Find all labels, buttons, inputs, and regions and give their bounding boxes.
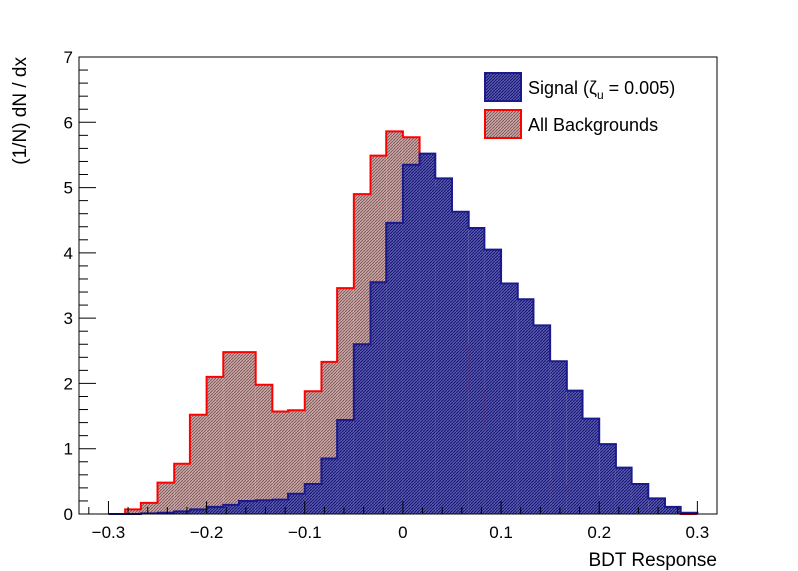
background-bin [255, 384, 273, 514]
x-tick-label: 0 [398, 523, 407, 542]
signal-bin [550, 361, 567, 514]
signal-bin [517, 299, 534, 514]
signal-bin [664, 506, 681, 514]
signal-bin [419, 153, 436, 514]
legend-swatch [484, 109, 522, 139]
signal-bin [238, 500, 256, 514]
background-bin [288, 410, 305, 514]
x-tick-label: 0.1 [489, 523, 513, 542]
x-tick-label: −0.3 [92, 523, 126, 542]
background-bin [206, 376, 224, 514]
signal-bin [648, 498, 665, 514]
signal-bin [272, 499, 289, 514]
y-tick-label: 5 [64, 179, 73, 198]
background-bin [189, 414, 207, 514]
signal-bin [337, 419, 354, 514]
signal-bin [468, 228, 485, 514]
legend-swatch [484, 72, 522, 102]
background-bin [272, 411, 289, 514]
signal-bin [353, 344, 371, 514]
x-axis-title: BDT Response [589, 550, 718, 571]
signal-bin [533, 325, 551, 514]
plot-frame [78, 56, 718, 515]
y-tick-label: 0 [64, 505, 73, 524]
background-bin [238, 352, 256, 514]
x-tick-label: −0.2 [190, 523, 224, 542]
y-tick-label: 2 [64, 374, 73, 393]
background-bin [125, 509, 141, 514]
legend-label: Signal (ζu = 0.005) [528, 78, 675, 102]
x-tick-label: 0.3 [686, 523, 710, 542]
signal-bin [255, 500, 273, 514]
signal-bin [206, 506, 224, 514]
signal-bin [370, 282, 387, 514]
signal-bin [566, 390, 583, 514]
signal-bin [386, 222, 403, 514]
y-tick-label: 4 [64, 244, 73, 263]
signal-bin [615, 467, 632, 514]
legend-entry-signal: Signal (ζu = 0.005) [484, 72, 675, 102]
signal-bin [189, 509, 207, 514]
signal-bin [174, 511, 190, 514]
y-tick-label: 6 [64, 113, 73, 132]
legend-label: All Backgrounds [528, 115, 658, 135]
y-tick-label: 3 [64, 309, 73, 328]
signal-bin [484, 249, 502, 515]
signal-bin [321, 458, 338, 514]
background-bin [140, 502, 158, 514]
signal-outline [108, 152, 699, 515]
x-tick-label: 0.2 [587, 523, 611, 542]
y-tick-label: 1 [64, 440, 73, 459]
background-bin [157, 482, 175, 514]
legend: Signal (ζu = 0.005) All Backgrounds [484, 72, 675, 139]
signal-bin [435, 178, 452, 514]
signal-bin [402, 164, 420, 514]
signal-bin [599, 444, 616, 514]
signal-bin [501, 283, 518, 514]
signal-bin [288, 493, 305, 514]
signal-bin [631, 483, 649, 514]
background-bin [174, 463, 190, 514]
y-axis-title: (1/N) dN / dx [10, 57, 31, 165]
signal-bin [582, 418, 600, 514]
x-tick-label: −0.1 [288, 523, 322, 542]
signal-series [108, 152, 699, 515]
signal-bin [223, 504, 239, 514]
signal-bin [304, 483, 322, 514]
legend-entry-background: All Backgrounds [484, 109, 658, 139]
signal-bin [451, 211, 469, 514]
y-tick-label: 7 [64, 48, 73, 67]
background-bin [223, 352, 239, 514]
